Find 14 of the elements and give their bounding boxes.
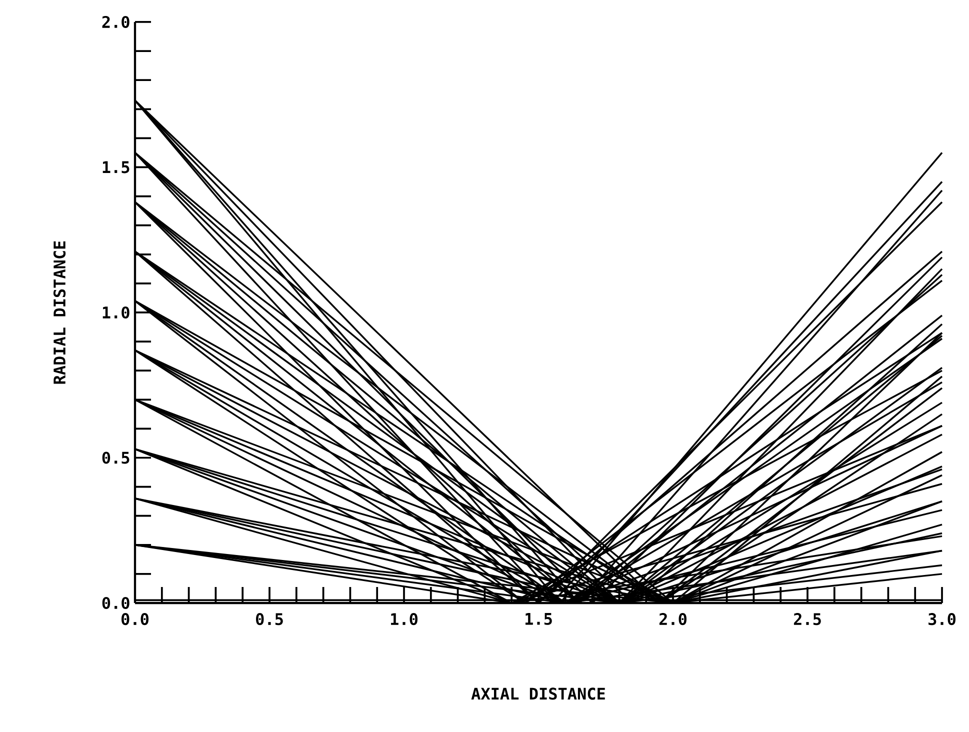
x-tick-label: 1.0	[391, 613, 418, 626]
y-tick-label: 0.0	[102, 596, 130, 610]
x-tick-label: 1.5	[526, 613, 552, 625]
x-tick-label: 2.5	[794, 613, 821, 626]
x-tick-label: 0.0	[122, 613, 148, 626]
y-axis-title: RADIAL DISTANCE	[53, 241, 66, 384]
y-tick-label: 0.5	[102, 452, 130, 464]
y-tick-label: 1.0	[102, 306, 130, 319]
x-tick-label: 3.0	[928, 613, 956, 626]
y-tick-label: 2.0	[102, 16, 130, 28]
x-tick-label: 2.0	[659, 613, 686, 626]
x-tick-label: 0.5	[256, 613, 283, 626]
y-tick-label: 1.5	[102, 161, 130, 174]
x-axis-title: AXIAL DISTANCE	[471, 688, 605, 700]
